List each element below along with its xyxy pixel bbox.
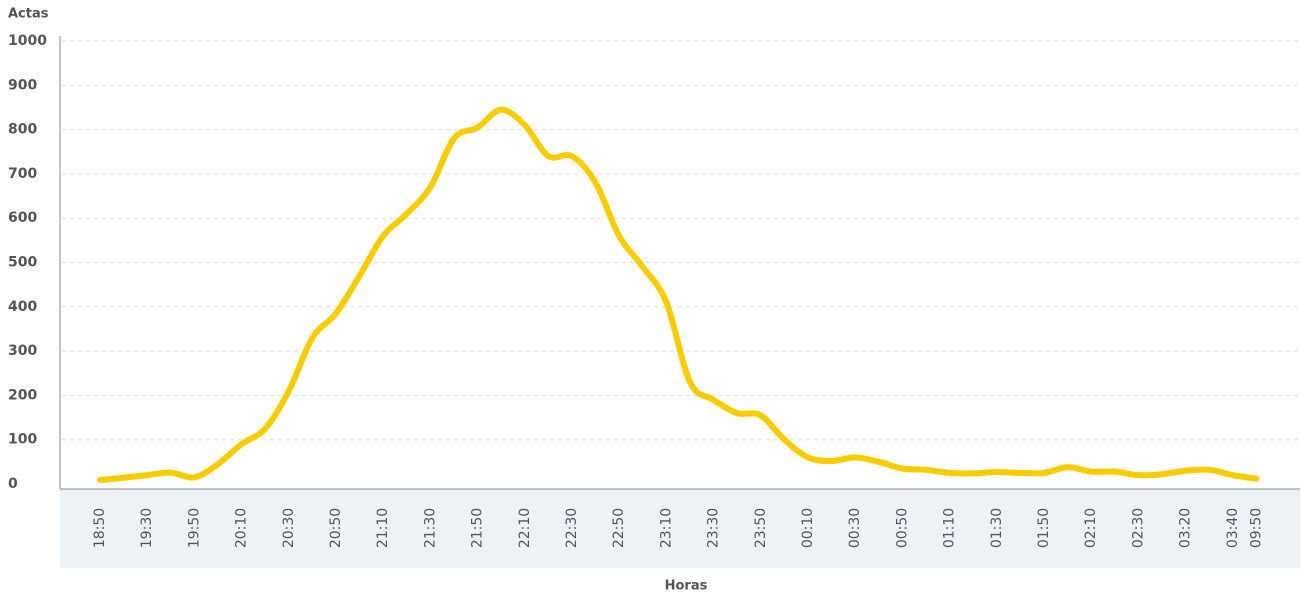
x-tick-label: 18:50 xyxy=(92,508,108,548)
x-tick-label: 02:10 xyxy=(1083,508,1099,548)
x-tick-label: 23:30 xyxy=(706,508,722,548)
y-tick-label: 500 xyxy=(8,255,37,271)
x-tick-label: 00:10 xyxy=(800,508,816,548)
y-tick-label: 0 xyxy=(8,476,18,492)
x-tick-label: 22:50 xyxy=(611,508,627,548)
x-tick-label: 01:50 xyxy=(1036,508,1052,548)
x-tick-label: 09:50 xyxy=(1248,508,1264,548)
x-tick-label: 19:30 xyxy=(139,508,155,548)
x-tick-label: 19:50 xyxy=(186,508,202,548)
y-tick-label: 1000 xyxy=(8,33,47,49)
x-tick-label: 21:50 xyxy=(470,508,486,548)
x-tick-label: 00:50 xyxy=(894,508,910,548)
x-axis-title: Horas xyxy=(665,579,708,594)
y-tick-label: 300 xyxy=(8,343,37,359)
data-line xyxy=(97,106,1260,484)
y-tick-label: 700 xyxy=(8,166,37,182)
x-tick-label: 00:30 xyxy=(847,508,863,548)
y-tick-label: 200 xyxy=(8,387,37,403)
x-tick-label: 01:30 xyxy=(989,508,1005,548)
x-tick-label: 22:10 xyxy=(517,508,533,548)
x-tick-label: 21:10 xyxy=(375,508,391,548)
x-tick-label: 22:30 xyxy=(564,508,580,548)
x-tick-label: 03:40 xyxy=(1225,508,1241,548)
y-tick-label: 400 xyxy=(8,299,37,315)
y-tick-label: 900 xyxy=(8,77,37,93)
x-tick-label: 20:10 xyxy=(234,508,250,548)
x-tick-label: 23:50 xyxy=(753,508,769,548)
y-tick-label: 100 xyxy=(8,432,37,448)
x-tick-label: 03:20 xyxy=(1178,508,1194,548)
x-tick-label: 23:10 xyxy=(658,508,674,548)
x-tick-label: 02:30 xyxy=(1130,508,1146,548)
x-tick-label: 20:50 xyxy=(328,508,344,548)
x-axis-band xyxy=(60,489,1300,568)
x-tick-label: 01:10 xyxy=(942,508,958,548)
y-tick-label: 800 xyxy=(8,122,37,138)
y-axis-title: Actas xyxy=(8,7,49,22)
x-tick-label: 20:30 xyxy=(281,508,297,548)
x-tick-label: 21:30 xyxy=(422,508,438,548)
y-tick-label: 600 xyxy=(8,210,37,226)
